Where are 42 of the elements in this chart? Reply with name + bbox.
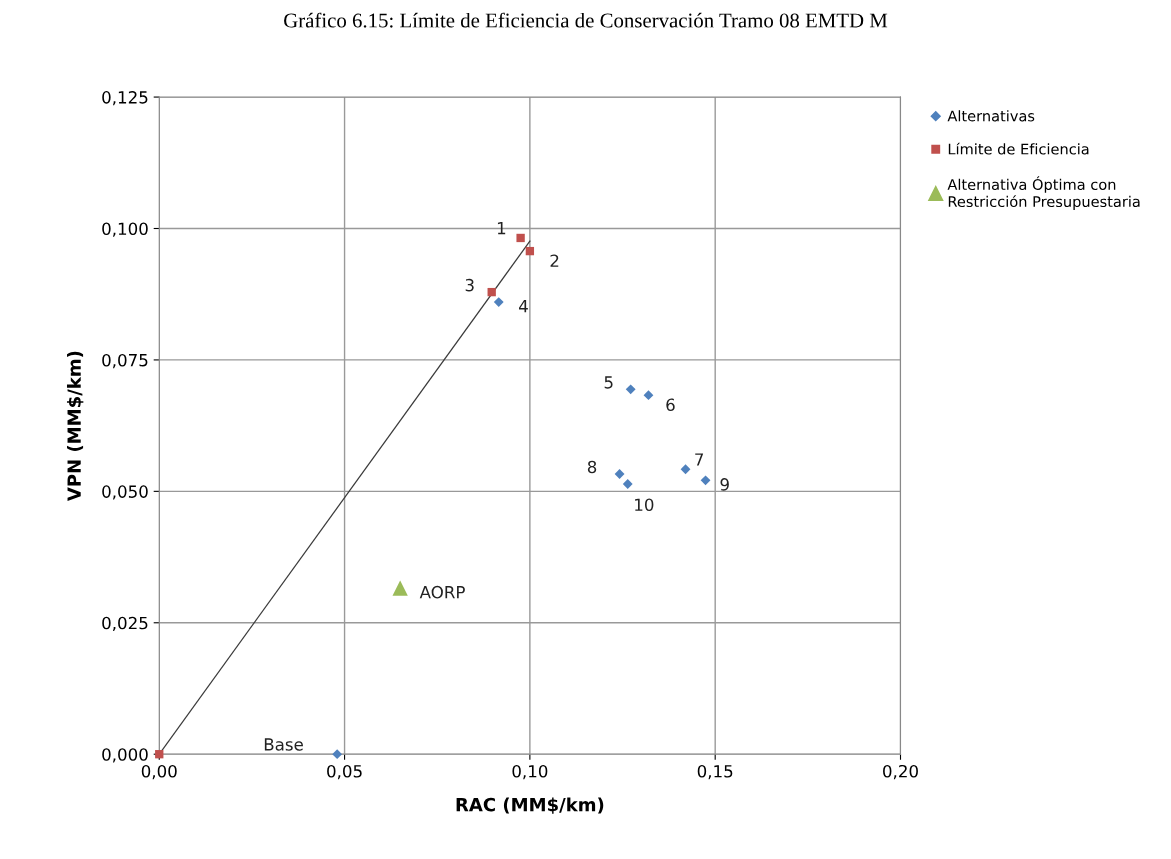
point — [625, 384, 636, 395]
annotation: 2 — [550, 254, 559, 267]
point — [643, 390, 654, 401]
annotation: 9 — [720, 478, 729, 491]
y-tick-label: 0,125 — [102, 91, 148, 106]
y-tick-label: 0,100 — [102, 222, 148, 237]
annotation: Base — [264, 738, 303, 751]
point — [332, 749, 343, 760]
x-tick-label: 0,15 — [697, 764, 733, 780]
point — [493, 297, 504, 307]
point — [155, 750, 164, 759]
y-tick-label: 0,075 — [102, 353, 148, 369]
x-axis-title: RAC (MM$/km) — [456, 797, 604, 814]
annotation: 1 — [497, 222, 506, 235]
annotation: 10 — [635, 498, 654, 512]
annotation: 8 — [587, 460, 597, 474]
chart-title: Gráfico 6.15: Límite de Eficiencia de Conservación Tramo 08 EMTD M — [284, 12, 888, 28]
point — [487, 287, 496, 297]
y-axis-title: VPN (MM$/km) — [66, 351, 84, 502]
point — [622, 479, 633, 489]
y-tick-label: 0,025 — [102, 616, 148, 632]
y-tick-label: 0,050 — [102, 485, 148, 500]
point — [392, 580, 408, 596]
annotation: 3 — [465, 278, 474, 292]
point — [614, 469, 625, 479]
x-tick-label: 0,00 — [141, 764, 177, 780]
annotation: 4 — [519, 300, 528, 313]
annotation: 7 — [695, 453, 704, 466]
x-tick-label: 0,05 — [327, 764, 362, 780]
legend-label: Límite de Eficiencia — [948, 142, 1089, 155]
annotation: 6 — [666, 398, 675, 412]
annotation: 5 — [604, 376, 613, 389]
point — [700, 475, 711, 486]
point — [680, 464, 691, 475]
y-tick-label: 0,000 — [102, 748, 148, 763]
legend-label: Alternativas — [947, 110, 1035, 122]
x-tick-label: 0,20 — [883, 764, 918, 780]
point — [516, 233, 525, 243]
x-tick-label: 0,10 — [512, 764, 548, 780]
annotation: AORP — [419, 585, 465, 599]
point — [525, 246, 535, 256]
legend-label: Alternativa Óptima con Restricción Presupuestaria — [947, 176, 1140, 210]
